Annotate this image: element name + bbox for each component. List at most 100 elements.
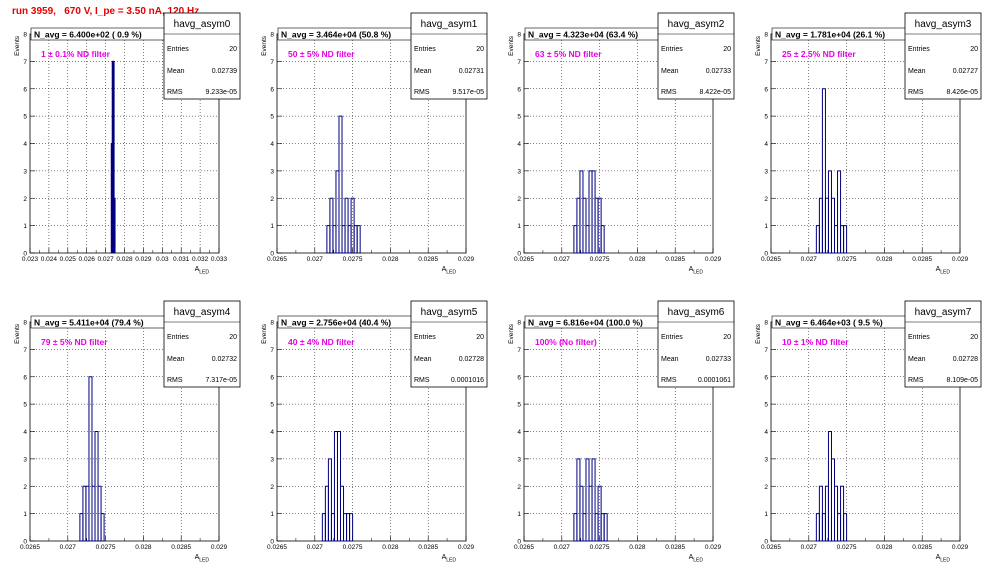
stats-value-rms: 8.109e-05 (946, 377, 978, 384)
x-tick-label: 0.0265 (20, 544, 40, 551)
x-tick-label: 0.0265 (267, 256, 287, 263)
y-tick-label: 7 (764, 59, 768, 66)
y-tick-label: 4 (270, 141, 274, 148)
y-tick-label: 5 (517, 114, 521, 121)
x-axis-title: ALED (195, 266, 210, 276)
histogram-pad-havg_asym6: 0.0265 0.027 0.0275 0.028 0.0285 0.029 0 1 2 3 4 5 6… (508, 300, 735, 564)
stats-label-mean: Mean (661, 68, 679, 75)
x-tick-label: 0.031 (173, 256, 190, 263)
stats-value-mean: 0.02731 (459, 68, 484, 75)
y-tick-label: 0 (270, 539, 274, 546)
y-tick-label: 8 (270, 320, 274, 327)
y-tick-label: 3 (517, 168, 521, 175)
y-tick-label: 0 (517, 539, 521, 546)
y-tick-label: 0 (23, 539, 27, 546)
x-axis-title: ALED (442, 554, 457, 564)
x-tick-label: 0.029 (705, 544, 722, 551)
y-tick-label: 8 (764, 32, 768, 39)
y-tick-label: 6 (517, 86, 521, 93)
y-tick-label: 7 (517, 59, 521, 66)
stats-box (410, 12, 488, 100)
stats-box (163, 12, 241, 100)
stats-value-rms: 9.233e-05 (205, 89, 237, 96)
x-tick-label: 0.029 (458, 256, 475, 263)
histogram-pad-havg_asym4: 0.0265 0.027 0.0275 0.028 0.0285 0.029 0 1 2 3 4 5 6… (14, 300, 241, 564)
x-tick-label: 0.028 (382, 544, 399, 551)
filter-label: 50 ± 5% ND filter (288, 49, 355, 59)
histogram-bin (837, 170, 842, 254)
y-tick-label: 4 (23, 429, 27, 436)
x-axis-title: ALED (689, 266, 704, 276)
stats-value-rms: 0.0001016 (451, 377, 484, 384)
y-tick-label: 6 (23, 374, 27, 381)
y-tick-label: 5 (23, 114, 27, 121)
x-tick-label: 0.029 (705, 256, 722, 263)
x-tick-label: 0.028 (382, 256, 399, 263)
x-tick-label: 0.033 (211, 256, 228, 263)
stats-box (657, 12, 735, 100)
x-tick-label: 0.028 (116, 256, 133, 263)
y-tick-label: 5 (764, 402, 768, 409)
y-tick-label: 1 (270, 223, 274, 230)
x-tick-label: 0.024 (41, 256, 58, 263)
y-tick-label: 1 (517, 511, 521, 518)
stats-box-title: havg_asym4 (174, 307, 231, 318)
y-axis-title: Events (14, 323, 21, 344)
filter-label: 25 ± 2.5% ND filter (782, 49, 856, 59)
stats-value-rms: 0.0001061 (698, 377, 731, 384)
filter-label: 63 ± 5% ND filter (535, 49, 602, 59)
stats-box (657, 300, 735, 388)
stats-box-title: havg_asym7 (915, 307, 972, 318)
stats-value-mean: 0.02732 (212, 356, 237, 363)
pad-title: N_avg = 2.756e+04 (40.4 %) (281, 318, 391, 328)
y-tick-label: 3 (764, 168, 768, 175)
stats-value-rms: 9.517e-05 (452, 89, 484, 96)
y-tick-label: 2 (23, 196, 27, 203)
x-tick-label: 0.028 (629, 256, 646, 263)
y-tick-label: 5 (270, 402, 274, 409)
y-tick-label: 4 (517, 141, 521, 148)
x-tick-label: 0.028 (876, 544, 893, 551)
y-tick-label: 3 (764, 456, 768, 463)
y-tick-label: 0 (270, 251, 274, 258)
stats-label-entries: Entries (661, 46, 683, 53)
x-tick-label: 0.029 (135, 256, 152, 263)
y-tick-label: 1 (764, 511, 768, 518)
x-axis-title: ALED (195, 554, 210, 564)
x-axis-title: ALED (689, 554, 704, 564)
x-tick-label: 0.029 (211, 544, 228, 551)
histogram-bin (843, 513, 848, 542)
pad-title: N_avg = 6.400e+02 ( 0.9 %) (34, 30, 142, 40)
y-tick-label: 2 (764, 484, 768, 491)
filter-label: 40 ± 4% ND filter (288, 337, 355, 347)
histogram-pad-havg_asym0: 0.023 0.024 0.025 0.026 0.027 0.028 0.029 0.03 0… (14, 12, 241, 276)
x-tick-label: 0.032 (192, 256, 209, 263)
stats-label-entries: Entries (908, 46, 930, 53)
x-axis-title: ALED (936, 554, 951, 564)
y-tick-label: 2 (270, 196, 274, 203)
stats-value-rms: 8.426e-05 (946, 89, 978, 96)
run-title: run 3959, 670 V, I_pe = 3.50 nA, 120 Hz (12, 6, 200, 17)
y-tick-label: 3 (270, 168, 274, 175)
stats-label-entries: Entries (167, 46, 189, 53)
stats-label-entries: Entries (661, 334, 683, 341)
pad-title: N_avg = 6.816e+04 (100.0 %) (528, 318, 643, 328)
y-tick-label: 4 (517, 429, 521, 436)
stats-label-rms: RMS (908, 377, 924, 384)
stats-label-mean: Mean (908, 68, 926, 75)
stats-label-mean: Mean (167, 68, 185, 75)
y-tick-label: 2 (517, 196, 521, 203)
histogram-bin (349, 513, 354, 542)
stats-box-title: havg_asym3 (915, 19, 972, 30)
y-tick-label: 3 (517, 456, 521, 463)
x-tick-label: 0.0285 (418, 544, 438, 551)
y-tick-label: 8 (23, 32, 27, 39)
stats-value-entries: 20 (229, 334, 237, 341)
pad-title: N_avg = 4.323e+04 (63.4 %) (528, 30, 638, 40)
histogram-bin (591, 458, 596, 542)
stats-box-title: havg_asym1 (421, 19, 478, 30)
x-tick-label: 0.027 (60, 544, 77, 551)
x-tick-label: 0.025 (60, 256, 77, 263)
y-tick-label: 7 (23, 347, 27, 354)
